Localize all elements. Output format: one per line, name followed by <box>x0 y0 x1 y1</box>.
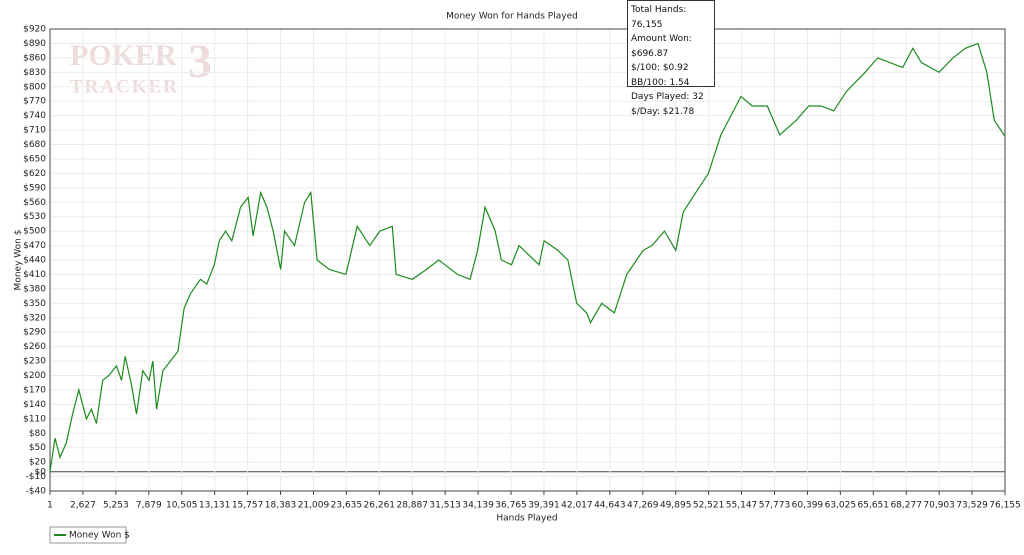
x-tick-label: 34,139 <box>462 501 494 511</box>
x-tick-label: 26,261 <box>364 501 396 511</box>
y-tick-label: $740 <box>23 111 46 121</box>
y-tick-label: $0 <box>35 467 47 477</box>
y-tick-label: -$40 <box>26 487 47 497</box>
y-tick-label: $680 <box>23 140 46 150</box>
y-tick-label: $290 <box>23 328 46 338</box>
x-tick-label: 70,903 <box>923 501 955 511</box>
tooltip-line: Days Played: 32 <box>631 92 704 102</box>
tooltip-line: Total Hands: 76,155 <box>631 5 687 30</box>
x-tick-label: 21,009 <box>298 501 330 511</box>
tooltip-line: $/Day: $21.78 <box>631 106 695 117</box>
y-tick-label: -$10 <box>26 472 47 482</box>
watermark-text: POKER <box>70 39 177 72</box>
legend-box <box>49 526 127 544</box>
chart-title: Money Won for Hands Played <box>446 12 578 22</box>
legend: Money Won $ <box>49 526 130 544</box>
x-tick-label: 36,765 <box>495 501 527 511</box>
y-tick-label: $920 <box>23 25 46 35</box>
y-tick-label: $770 <box>23 97 46 107</box>
plot-border <box>49 28 1006 492</box>
x-tick-label: 1 <box>47 501 53 511</box>
y-tick-label: $620 <box>23 169 46 179</box>
y-tick-label: $380 <box>23 284 46 294</box>
x-tick-label: 5,253 <box>103 501 129 511</box>
y-tick-label: $350 <box>23 299 46 309</box>
x-axis-label: Hands Played <box>496 514 557 524</box>
y-tick-label: $50 <box>29 443 46 453</box>
watermark: POKER TRACKER 3 <box>70 35 212 97</box>
x-tick-label: 13,131 <box>199 501 231 511</box>
y-tick-label: $170 <box>23 385 46 395</box>
x-tick-label: 68,277 <box>890 501 922 511</box>
x-tick-label: 55,147 <box>726 501 758 511</box>
x-tick-label: 44,643 <box>594 501 626 511</box>
x-tick-label: 52,521 <box>693 501 725 511</box>
y-axis-label: Money Won $ <box>14 230 24 291</box>
x-tick-label: 28,887 <box>396 501 428 511</box>
x-tick-label: 10,505 <box>166 501 198 511</box>
data-line <box>49 42 1006 472</box>
y-tick-label: $230 <box>23 357 46 367</box>
y-tick-label: $590 <box>23 183 46 193</box>
y-tick-label: $80 <box>29 429 46 439</box>
x-tick-label: 23,635 <box>331 501 363 511</box>
y-tick-label: $20 <box>29 458 46 468</box>
x-tick-label: 2,627 <box>70 501 96 511</box>
y-tick-label: $470 <box>23 241 46 251</box>
y-tick-label: $500 <box>23 227 46 237</box>
x-tick-label: 39,391 <box>528 501 560 511</box>
y-tick-label: $110 <box>23 414 46 424</box>
y-tick-label: $440 <box>23 256 46 266</box>
x-tick-label: 76,155 <box>989 501 1021 511</box>
x-tick-label: 57,773 <box>759 501 791 511</box>
y-tick-label: $140 <box>23 400 46 410</box>
y-tick-label: $890 <box>23 39 46 49</box>
y-tick-label: $860 <box>23 53 46 63</box>
tooltip: Total Hands: 76,155 Amount Won: $696.87 … <box>627 0 715 117</box>
y-tick-label: $710 <box>23 126 46 136</box>
y-tick-label: $530 <box>23 212 46 222</box>
tooltip-line: BB/100: 1.54 <box>631 77 690 88</box>
legend-label: Money Won $ <box>69 531 130 541</box>
y-tick-label: $320 <box>23 313 46 323</box>
y-tick-label: $200 <box>23 371 46 381</box>
x-tick-label: 60,399 <box>792 501 824 511</box>
x-tick-label: 65,651 <box>858 501 890 511</box>
y-tick-label: $410 <box>23 270 46 280</box>
x-tick-label: 18,383 <box>265 501 297 511</box>
x-tick-label: 15,757 <box>232 501 264 511</box>
x-tick-label: 49,895 <box>660 501 692 511</box>
y-tick-label: $650 <box>23 154 46 164</box>
x-tick-label: 42,017 <box>561 501 593 511</box>
y-tick-label: $800 <box>23 82 46 92</box>
tooltip-line: $/100: $0.92 <box>631 63 689 73</box>
y-tick-label: $830 <box>23 68 46 78</box>
x-tick-label: 73,529 <box>956 501 988 511</box>
y-tick-label: $260 <box>23 342 46 352</box>
y-tick-label: $560 <box>23 198 46 208</box>
x-tick-label: 63,025 <box>825 501 857 511</box>
x-tick-label: 47,269 <box>627 501 659 511</box>
x-tick-label: 31,513 <box>429 501 461 511</box>
tooltip-line: Amount Won: $696.87 <box>631 34 692 59</box>
x-tick-label: 7,879 <box>136 501 162 511</box>
